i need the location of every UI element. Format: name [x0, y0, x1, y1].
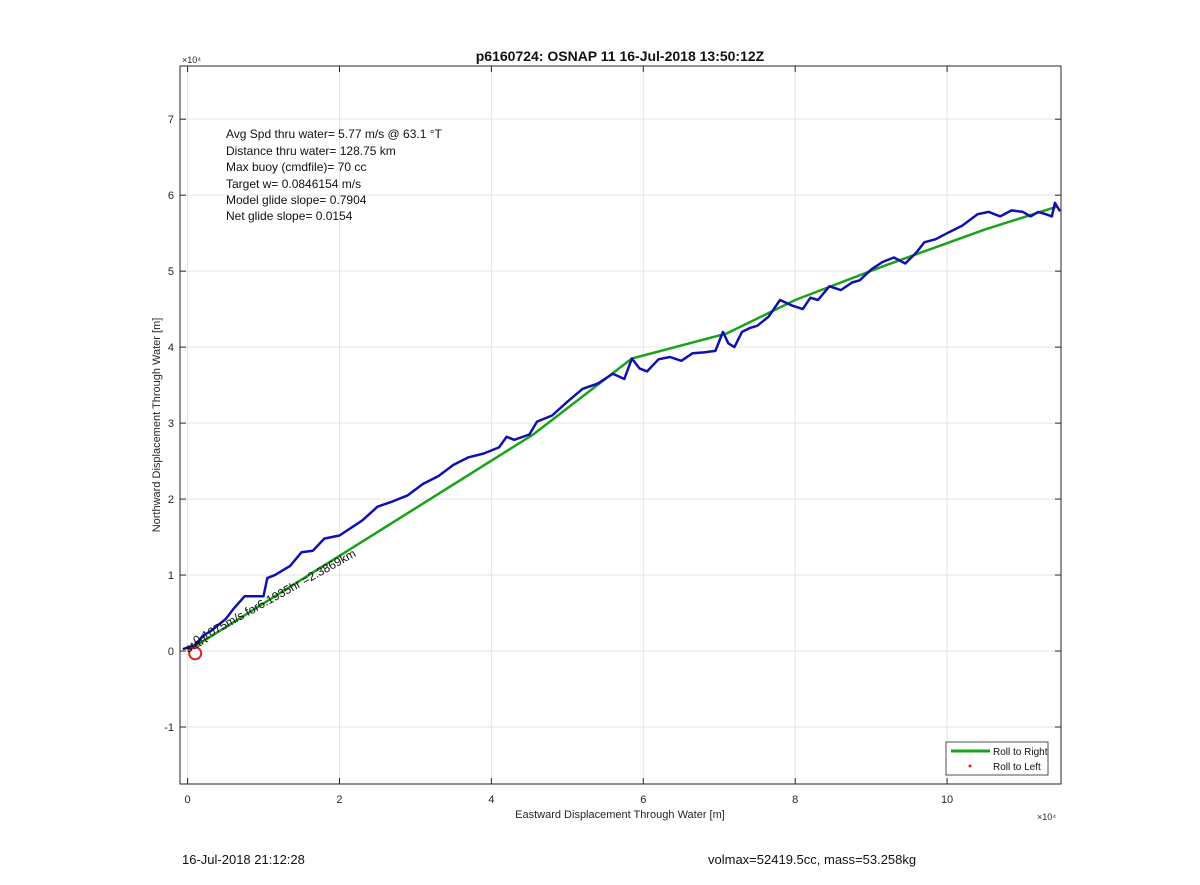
annotation-model-glide-slope: Model glide slope= 0.7904 [226, 193, 367, 207]
series-marker-roll-left [188, 646, 203, 661]
legend-label-roll-right: Roll to Right [993, 747, 1048, 758]
footer-summary: volmax=52419.5cc, mass=53.258kg [708, 852, 917, 867]
x-tick-label: 10 [941, 794, 953, 806]
current-annotation: 0.1075m/s for6.1935hr =2.3869km [191, 546, 359, 647]
y-tick-label: 0 [168, 646, 174, 658]
series-line-roll-right [186, 205, 1058, 653]
legend-box [945, 741, 1049, 776]
x-exponent-label: ×10⁴ [1037, 812, 1056, 822]
legend-label-roll-left: Roll to Left [993, 762, 1041, 773]
chart-title: p6160724: OSNAP 11 16-Jul-2018 13:50:12Z [476, 48, 765, 64]
x-tick-label: 2 [336, 794, 342, 806]
y-tick-label: 6 [168, 190, 174, 202]
x-tick-label: 8 [792, 794, 798, 806]
plot-frame [179, 65, 1062, 785]
axis-ticks: 0 2 4 6 8 10 -1 0 1 2 3 4 5 6 7 [164, 66, 1061, 806]
y-axis-label: Northward Displacement Through Water [m] [151, 318, 163, 533]
y-tick-label: 4 [168, 342, 174, 354]
y-tick-label: 2 [168, 494, 174, 506]
x-tick-label: 6 [640, 794, 646, 806]
grid [180, 66, 1061, 784]
y-tick-label: 3 [168, 418, 174, 430]
y-tick-label: 5 [168, 266, 174, 278]
annotation-avg-speed: Avg Spd thru water= 5.77 m/s @ 63.1 °T [226, 127, 443, 141]
x-tick-label: 4 [488, 794, 494, 806]
x-axis-label: Eastward Displacement Through Water [m] [515, 809, 725, 821]
stats-annotations: Avg Spd thru water= 5.77 m/s @ 63.1 °T D… [226, 127, 443, 223]
x-tick-label: 0 [185, 794, 191, 806]
series-line-track [182, 201, 1061, 651]
annotation-distance: Distance thru water= 128.75 km [226, 144, 396, 158]
footer-timestamp: 16-Jul-2018 21:12:28 [182, 852, 305, 867]
series-group [182, 201, 1061, 661]
y-tick-label: -1 [164, 722, 174, 734]
y-tick-label: 1 [168, 570, 174, 582]
legend-swatch-roll-left [968, 764, 972, 768]
y-tick-label: 7 [168, 114, 174, 126]
annotation-net-glide-slope: Net glide slope= 0.0154 [226, 209, 353, 223]
y-exponent-label: ×10⁴ [182, 55, 201, 65]
annotation-target-w: Target w= 0.0846154 m/s [226, 177, 361, 191]
annotation-max-buoy: Max buoy (cmdfile)= 70 cc [226, 160, 366, 174]
legend: Roll to Right Roll to Left [945, 741, 1049, 776]
